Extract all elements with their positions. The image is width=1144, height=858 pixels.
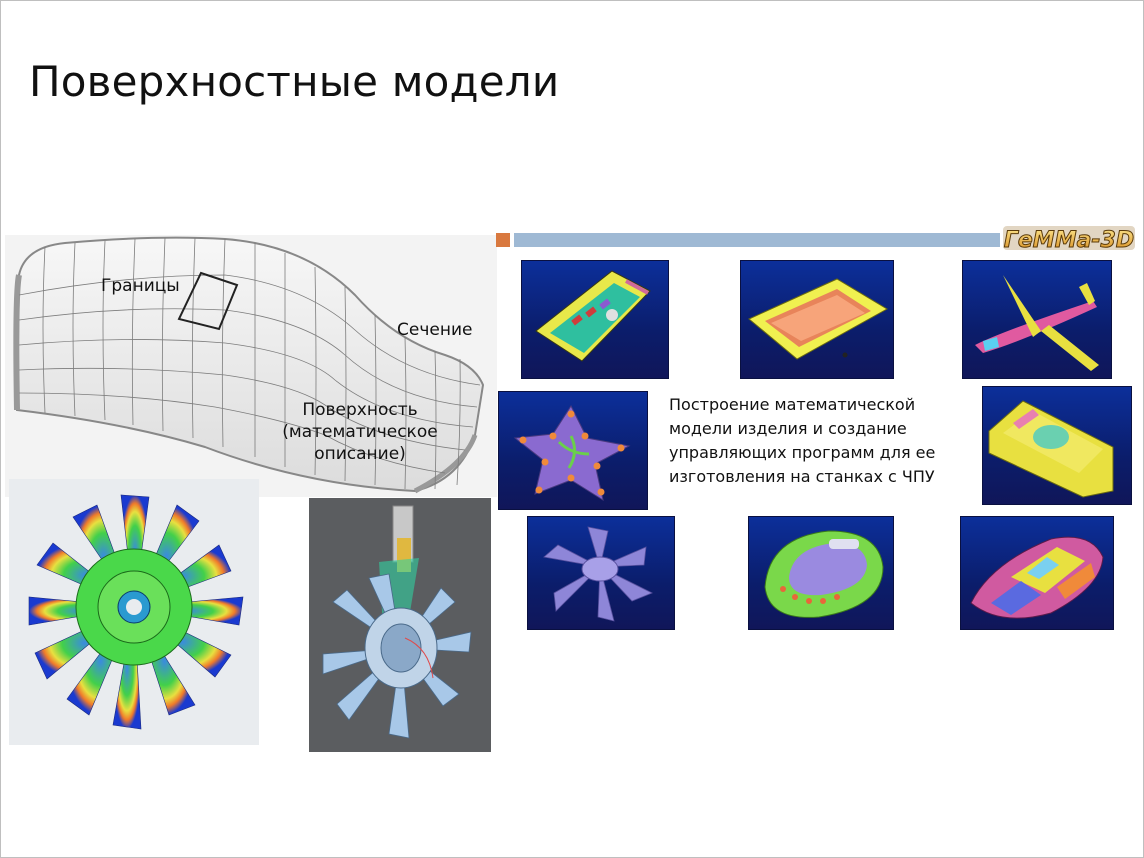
- thumb-airplane-model: [962, 260, 1112, 379]
- thumb-sink-model: [982, 386, 1132, 505]
- borders-label: Границы: [101, 276, 180, 296]
- thumb-star-mold-model: [498, 391, 648, 510]
- thumb-boat-model: [960, 516, 1114, 630]
- accent-square: [496, 233, 510, 247]
- description-text: Построение математической модели изделия…: [669, 395, 936, 486]
- accent-bar: [514, 233, 1000, 247]
- surface-label-line3: описание): [314, 444, 406, 464]
- svg-text:ГеММа-3D: ГеММа-3D: [1004, 228, 1134, 253]
- surface-label-line2: (математическое: [282, 422, 438, 442]
- thumb-bathtub-model: [740, 260, 894, 379]
- slide-title: Поверхностные модели: [29, 57, 560, 106]
- surface-label: Поверхность (математическое описание): [275, 399, 445, 465]
- cnc-machining-image: [309, 498, 491, 752]
- thumb-fan-model: [527, 516, 675, 630]
- wireframe-surface-image: Границы Сечение Поверхность (математичес…: [5, 235, 497, 497]
- surface-label-line1: Поверхность: [302, 400, 418, 420]
- thumb-casing-model: [521, 260, 669, 379]
- section-label: Сечение: [397, 320, 473, 340]
- thumb-housing-model: [748, 516, 894, 630]
- gemma-3d-logo: ГеММа-3D: [1001, 223, 1137, 254]
- turbine-stress-image: [9, 479, 259, 745]
